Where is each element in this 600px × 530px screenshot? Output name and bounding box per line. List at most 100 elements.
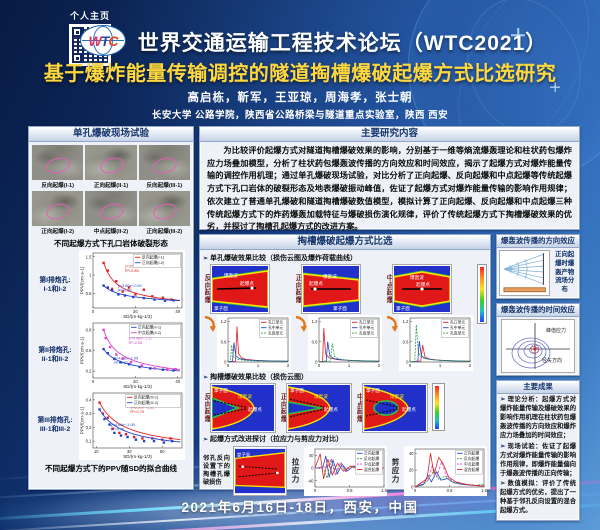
contour-wave-label: 爆轰波 — [410, 274, 424, 281]
result-bullet: ➢ 理论分析：起爆方式对爆炸能量传输及爆破效果的影响作用机理在柱状药包爆轰波传播… — [500, 396, 577, 439]
svg-text:1: 1 — [89, 273, 92, 278]
svg-text:反向起爆(I-1): 反向起爆(I-1) — [142, 255, 165, 260]
svg-text:y=3.80x^-0.52: y=3.80x^-0.52 — [118, 284, 142, 288]
svg-text:1: 1 — [257, 363, 260, 368]
svg-text:孔底单元: 孔底单元 — [359, 331, 374, 336]
shear-stress-chart: 0 0.8 1.6 0 20 40 正向起爆 反向起爆 中点起爆 混合起爆 — [404, 446, 488, 496]
svg-text:y=4.60x^-1.08: y=4.60x^-1.08 — [111, 423, 135, 427]
svg-text:10: 10 — [94, 449, 99, 454]
ppv-chart-row1: 020400.511.5SD/(m·kg-1/3)PPV/(cm·s-1)y=2… — [79, 250, 185, 320]
svg-text:中点起爆(II-2): 中点起爆(II-2) — [138, 330, 162, 335]
svg-text:30: 30 — [127, 449, 132, 454]
photo-label: 反向起爆(III-1) — [146, 183, 183, 189]
tensile-stress-chart: 0 0.8 1.6 -40 0 40 正向起爆 反向起爆 中点起爆 混合起爆 — [304, 446, 388, 496]
svg-text:正向起爆(I-2): 正向起爆(I-2) — [142, 260, 165, 265]
panel-mode-comparison: 掏槽爆破起爆方式比选 ➢ 单孔爆破效果比较（损伤云图及爆炸荷载曲线） 反向起爆 — [199, 234, 491, 496]
panel-research-title: 主要研究内容 — [200, 127, 579, 142]
svg-text:0.4: 0.4 — [86, 397, 92, 402]
curved-arrow-icon — [204, 315, 216, 332]
row-label: 第II排炮孔: II-1和II-2 — [38, 346, 72, 363]
contour-face-label: 掌子面 — [366, 387, 380, 394]
result-bullet: ➢ 数值模拟：评价了传统起爆方式的优劣，提出了一种基于邻孔反向设置的混合起爆方式… — [500, 480, 577, 515]
svg-text:2: 2 — [287, 363, 290, 368]
svg-text:40: 40 — [409, 451, 414, 456]
contour-face-label: 掌子面 — [214, 305, 228, 312]
poster-content: 单孔爆破现场试验 反向起爆(I-1) 正向起爆(II-1) 反向起爆(III-1… — [28, 126, 580, 522]
contour-wave-label: 爆轰波 — [224, 272, 238, 279]
photo-label: 正向起爆(III-2) — [146, 229, 183, 235]
svg-text:1.2: 1.2 — [221, 319, 227, 324]
svg-text:SD/(m·kg-1/3): SD/(m·kg-1/3) — [123, 454, 152, 459]
mode-label: 反向起爆 — [203, 274, 211, 304]
svg-text:孔中单元: 孔中单元 — [450, 325, 465, 330]
cut-damage-contour: 掌子面 爆轰波 起爆点 — [286, 383, 353, 433]
svg-text:0: 0 — [311, 466, 314, 471]
svg-text:正向起爆(II-1): 正向起爆(II-1) — [138, 325, 162, 330]
flow-field-diagram — [499, 250, 551, 296]
contour-face-label: 掌子面 — [237, 452, 251, 459]
svg-text:正向起爆: 正向起爆 — [464, 451, 479, 456]
radial-direction-label: 径矢方向 — [542, 357, 562, 364]
svg-text:y=9.48x^-1.37: y=9.48x^-1.37 — [129, 337, 153, 341]
fringe-levels-legend — [432, 383, 446, 431]
svg-text:R²=0.75: R²=0.75 — [130, 410, 144, 414]
shear-stress-label: 剪应力 — [391, 458, 400, 484]
blast-photo — [32, 191, 84, 226]
svg-text:40: 40 — [175, 379, 180, 384]
curved-arrow-icon — [386, 315, 398, 332]
panel-field-test: 单孔爆破现场试验 反向起爆(I-1) 正向起爆(II-1) 反向起爆(III-1… — [28, 126, 194, 490]
improvement-comparison: 邻孔反向设置下的掏槽孔爆破损伤 掌子面 拉应力 0 0.8 1.6 -40 0 40 正向起… — [203, 446, 488, 496]
svg-text:R²=0.86: R²=0.86 — [129, 341, 143, 345]
svg-text:混合起爆: 混合起爆 — [464, 467, 479, 472]
subsection-title: ➢ 单孔爆破效果比较（损伤云图及爆炸荷载曲线） — [203, 255, 358, 262]
ppv-chart-row2: 0 20 40 0.2 0.5 0.8 SD/(m·kg-1/3) PPV/(cm·s-1) y… — [79, 320, 185, 390]
single-hole-comparison: 反向起爆 爆轰波 起爆点 掌子面 — [203, 264, 487, 371]
curved-arrow-icon — [295, 315, 307, 332]
svg-text:0.8: 0.8 — [347, 488, 353, 493]
peak-stress-label: 峰值应力 — [546, 327, 566, 334]
svg-text:0.6: 0.6 — [221, 339, 227, 344]
svg-text:1.5: 1.5 — [86, 254, 92, 259]
panel-main-results: 主要成果 ➢ 理论分析：起爆方式对爆炸能量传输及爆破效果的影响作用机理在柱状药包… — [496, 380, 580, 522]
logo-letter: C — [108, 32, 118, 49]
authors: 高启栋，靳军，王亚琼，周海孝，张士朝 — [187, 92, 413, 104]
svg-text:1: 1 — [348, 363, 351, 368]
qr-label: 个人主页 — [69, 11, 110, 21]
panel-field-test-title: 单孔爆破现场试验 — [29, 127, 193, 142]
improvement-side-label: 邻孔反向设置下的掏槽孔爆破损伤 — [203, 454, 230, 487]
svg-text:反向起爆(III-1): 反向起爆(III-1) — [134, 395, 159, 400]
cut-blast-comparison: 反向起爆 掌子面 爆轰波 起爆点 — [203, 383, 487, 433]
fringe-levels-legend — [477, 264, 487, 324]
research-paragraph: 为比较评价起爆方式对隧道掏槽爆破效果的影响，分别基于一维等熵流爆轰理论和柱状药包… — [207, 146, 572, 232]
subsection-title: ➢ 起爆方式改进探讨（拉应力与剪应力对比） — [203, 436, 344, 443]
panel-direction-effect: 爆轰波传播的方向效应 — [496, 234, 580, 299]
ppv-chart-row3: 10 30 50 0.1 0.2 0.3 0.4 SD/(m·kg-1/3) PPV/(cm·s… — [79, 390, 185, 460]
mode-label: 反向起爆 — [203, 393, 211, 423]
right-column: 爆轰波传播的方向效应 — [496, 234, 580, 522]
contour-face-label: 掌子面 — [333, 305, 347, 312]
svg-text:0.6: 0.6 — [312, 339, 318, 344]
svg-text:-40: -40 — [307, 478, 314, 483]
svg-text:40: 40 — [309, 453, 314, 458]
mode-label: 中点起爆 — [355, 393, 363, 423]
svg-text:1.6: 1.6 — [481, 488, 487, 493]
svg-text:0: 0 — [314, 488, 317, 493]
direction-caption: 正向起爆时爆轰产物流场分布 — [555, 251, 575, 293]
contour-point-label: 起爆点 — [324, 406, 338, 413]
load-curve-chart: 0 1 2 0 0.6 1.2 孔口单元 孔中单元 孔底单元 — [399, 315, 473, 371]
svg-text:0.5: 0.5 — [86, 348, 92, 353]
ppv-chart-row: 第II排炮孔: II-1和II-2 0 20 40 0.2 0.5 0.8 SD/(m·kg-… — [29, 320, 193, 390]
svg-text:0: 0 — [92, 309, 95, 314]
ppv-chart-row: 第I排炮孔: I-1和I-2 0 20 40 0.5 1 1.5 SD/(m·kg-1/3) P… — [29, 250, 193, 320]
ppv-chart-row: 第III排炮孔: III-1和III-2 10 30 50 0.1 0.2 0.3 0.4 SD… — [29, 390, 193, 460]
svg-text:0: 0 — [411, 485, 414, 490]
logo-letter: T — [100, 32, 110, 49]
svg-text:20: 20 — [133, 379, 138, 384]
svg-text:正向起爆: 正向起爆 — [364, 451, 379, 456]
blast-photo — [32, 145, 84, 180]
row-label: 第I排炮孔: I-1和I-2 — [39, 276, 71, 293]
poster-title: 基于爆炸能量传输调控的隧道掏槽爆破起爆方式比选研究 — [43, 63, 557, 85]
svg-text:反向起爆: 反向起爆 — [464, 456, 479, 461]
svg-text:0: 0 — [315, 360, 318, 365]
